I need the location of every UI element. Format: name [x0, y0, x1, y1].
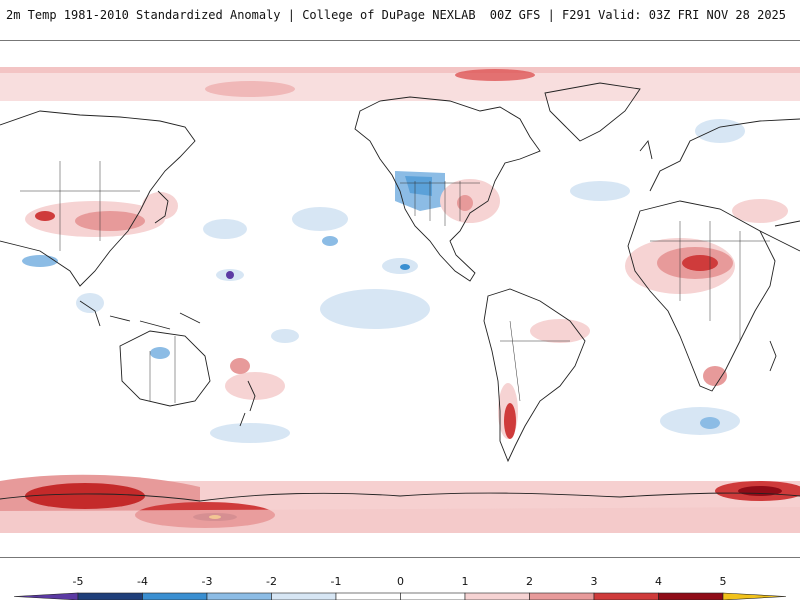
warm-core-chile — [504, 403, 516, 439]
colorbar-svg: -5 -4 -3 -2 -1 0 1 2 3 4 5 — [13, 575, 787, 600]
new-zealand-outline — [239, 380, 256, 427]
colorbar-tick-label: -5 — [73, 575, 84, 588]
warm-patch-middle-east — [732, 199, 788, 223]
colorbar-tick-label: 5 — [720, 575, 727, 588]
colorbar-tick-label: 4 — [655, 575, 662, 588]
world-map-svg — [0, 67, 800, 533]
cold-patch-south-pacific — [210, 423, 290, 443]
colorbar-tick-label: -2 — [266, 575, 277, 588]
colorbar-tick-label: 3 — [591, 575, 598, 588]
colorbar-tick-label: 1 — [462, 575, 469, 588]
madagascar-outline — [769, 340, 777, 372]
cold-patch — [271, 329, 299, 343]
cold-patch — [382, 258, 418, 274]
cold-patch — [292, 207, 348, 231]
cold-patch — [700, 417, 720, 429]
greenland-outline — [544, 82, 641, 142]
colorbar-arrow-low — [13, 592, 79, 600]
japan-outline — [154, 190, 169, 224]
map-title: 2m Temp 1981-2010 Standardized Anomaly |… — [6, 8, 476, 22]
cold-patch-indian — [660, 407, 740, 435]
warm-patch-south-atlantic — [530, 319, 590, 343]
colorbar-tick-label: -3 — [202, 575, 213, 588]
south-america-outline — [483, 288, 586, 463]
colorbar-segment — [593, 592, 659, 600]
arctic-warm-edge — [0, 67, 800, 73]
colorbar-segment — [464, 592, 530, 600]
cold-patch — [400, 264, 410, 270]
coastlines — [0, 82, 800, 502]
warm-region-asia-core — [75, 211, 145, 231]
warm-patch-new-zealand — [225, 372, 285, 400]
cold-core-us — [405, 176, 432, 196]
colorbar-segment — [142, 592, 208, 600]
asia-borders — [20, 161, 140, 251]
cold-patch-india — [22, 255, 58, 267]
warm-spot-africa — [682, 255, 718, 271]
colorbar-segment — [77, 592, 143, 600]
warm-patch-south-africa — [703, 366, 727, 386]
cold-patch — [322, 236, 338, 246]
africa-borders — [650, 221, 770, 341]
us-state-lines — [414, 181, 461, 226]
cold-patch-east-pacific — [320, 289, 430, 329]
run-info: 00Z GFS | F291 Valid: 03Z FRI NOV 28 202… — [489, 8, 786, 22]
colorbar-segment — [206, 592, 272, 600]
uk-outline — [639, 139, 653, 160]
colorbar-arrow-high — [722, 592, 787, 600]
arctic-warm-patch — [205, 81, 295, 97]
cold-patch-scandinavia — [695, 119, 745, 143]
colorbar-segment — [658, 592, 724, 600]
colorbar-segment — [400, 592, 466, 600]
australia-borders — [149, 336, 176, 403]
north-america-outline — [354, 96, 541, 282]
warm-patch — [457, 195, 473, 211]
cold-spot-pacific — [226, 271, 234, 279]
cold-patch — [203, 219, 247, 239]
arabia-outline — [759, 220, 800, 252]
eurasia-outline — [0, 110, 800, 287]
colorbar-segment — [271, 592, 337, 600]
antarctic-outer — [0, 507, 800, 533]
colorbar-segment — [529, 592, 595, 600]
colorbar-tick-label: 0 — [397, 575, 404, 588]
borders — [20, 161, 770, 403]
anomaly-map — [0, 40, 800, 558]
colorbar-tick-label: -1 — [331, 575, 342, 588]
cold-patch — [76, 293, 104, 313]
south-america-borders — [500, 320, 570, 402]
arctic-hot-spot — [455, 69, 535, 81]
cold-patch-atlantic — [570, 181, 630, 201]
antarctic-hot-west — [25, 483, 145, 509]
colorbar-tick-label: -4 — [137, 575, 148, 588]
australia-outline — [119, 330, 211, 407]
colorbar-segment — [335, 592, 401, 600]
warm-spot-himalaya — [35, 211, 55, 221]
africa-outline — [627, 200, 776, 392]
colorbar: -5 -4 -3 -2 -1 0 1 2 3 4 5 — [0, 572, 800, 600]
colorbar-tick-label: 2 — [526, 575, 533, 588]
map-header: 2m Temp 1981-2010 Standardized Anomaly |… — [0, 0, 800, 30]
antarctica-outline — [0, 492, 800, 502]
warm-patch — [230, 358, 250, 374]
warm-patch-japan — [142, 192, 178, 220]
southeast-asia-outline — [79, 300, 201, 330]
cold-patch — [150, 347, 170, 359]
